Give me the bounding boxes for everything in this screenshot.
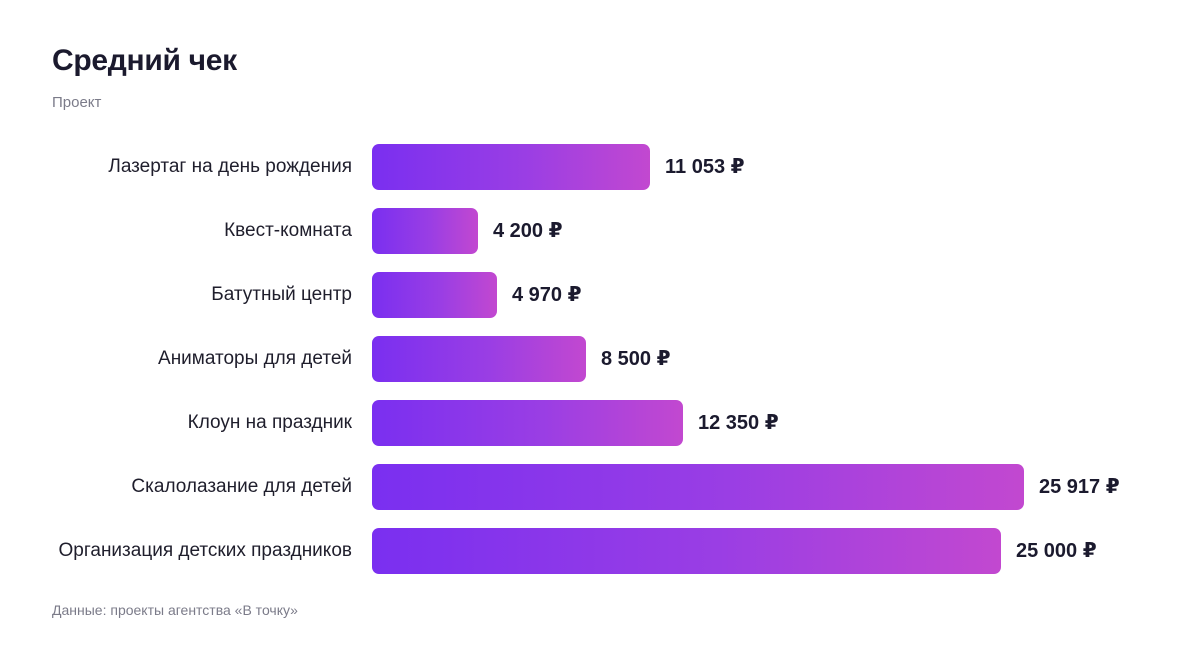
bar [372,272,497,318]
bar [372,400,683,446]
bar-value-label: 8 500 ₽ [601,348,671,370]
category-label: Аниматоры для детей [158,348,352,369]
category-label: Организация детских праздников [58,540,352,561]
bar [372,144,650,190]
bar [372,528,1001,574]
bar [372,208,478,254]
bar-value-label: 12 350 ₽ [698,412,779,434]
chart-subtitle: Проект [52,94,102,111]
chart-title: Средний чек [52,44,237,77]
category-label: Батутный центр [211,284,352,305]
category-label: Квест-комната [224,220,352,241]
bar-value-label: 25 917 ₽ [1039,476,1120,498]
bar-value-label: 25 000 ₽ [1016,540,1097,562]
category-label: Лазертаг на день рождения [108,156,352,177]
bar-value-label: 11 053 ₽ [665,156,745,178]
bar-value-label: 4 970 ₽ [512,284,582,306]
bar [372,464,1024,510]
bar [372,336,586,382]
bar-value-label: 4 200 ₽ [493,220,563,242]
category-label: Скалолазание для детей [131,476,352,497]
data-source-note: Данные: проекты агентства «В точку» [52,602,298,618]
category-label: Клоун на праздник [187,412,352,433]
